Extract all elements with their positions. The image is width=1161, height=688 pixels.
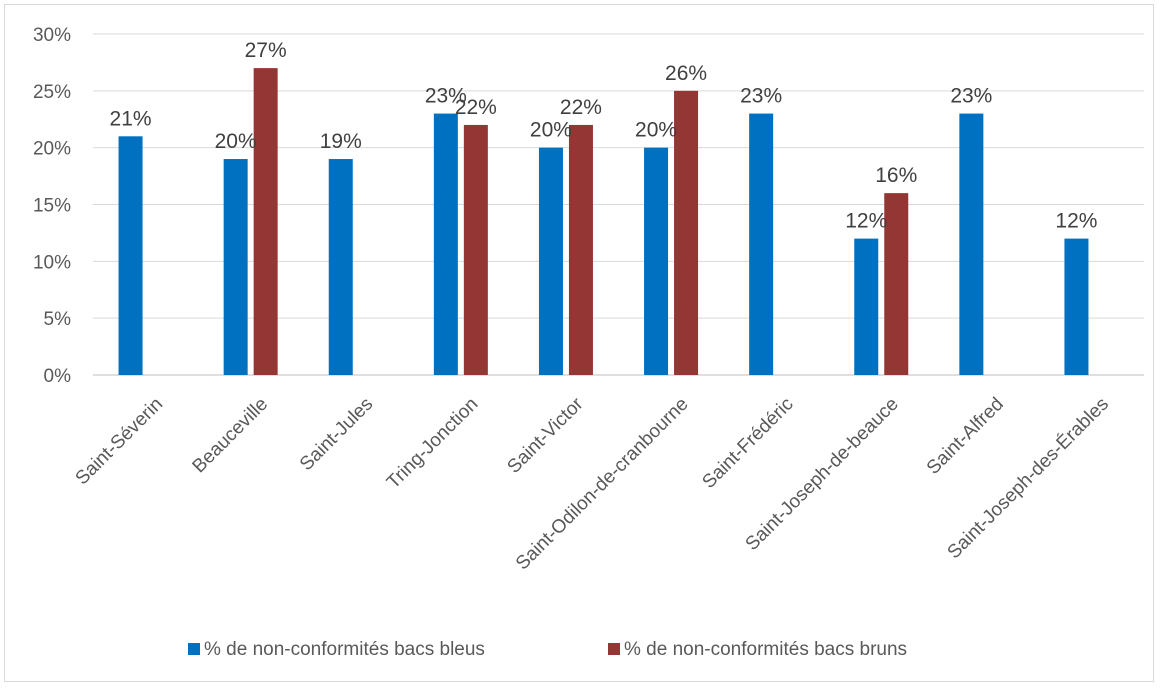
y-tick-label: 30% <box>33 25 71 46</box>
legend: % de non-conformités bacs bleus % de non-… <box>188 639 907 660</box>
bar-bacs-bruns <box>674 90 699 375</box>
chart-area: 0% 5% 10% 15% 20% 25% 30% 21% 20% 27% 19% 23% 22% 20… <box>4 4 1154 682</box>
data-label: 23% <box>740 85 782 108</box>
bar-bacs-bleus <box>959 113 984 376</box>
data-label: 21% <box>110 107 152 130</box>
x-axis-category-labels: Saint-Séverin Beauceville Saint-Jules Tring… <box>72 393 1113 574</box>
y-axis-tick-labels: 0% 5% 10% 15% 20% 25% 30% <box>33 25 71 387</box>
bar-bacs-bleus <box>1064 238 1089 375</box>
data-label: 20% <box>530 119 572 142</box>
bars <box>118 68 1089 376</box>
x-category-label: Saint-Victor <box>503 393 588 478</box>
bar-bacs-bruns <box>568 124 593 375</box>
x-category-label: Saint-Alfred <box>923 394 1008 479</box>
bar-bacs-bruns <box>884 193 909 375</box>
data-label: 23% <box>950 85 992 108</box>
data-label: 12% <box>1055 210 1097 233</box>
data-label: 16% <box>875 164 917 187</box>
y-tick-label: 5% <box>44 309 72 330</box>
legend-label: % de non-conformités bacs bruns <box>624 639 907 660</box>
legend-label: % de non-conformités bacs bleus <box>204 639 485 660</box>
y-tick-label: 15% <box>33 196 71 217</box>
data-label: 20% <box>215 130 257 153</box>
bar-bacs-bleus <box>328 159 353 375</box>
data-label: 12% <box>845 210 887 233</box>
data-label: 27% <box>245 39 287 62</box>
y-tick-label: 10% <box>33 252 71 273</box>
bar-bacs-bleus <box>118 136 143 375</box>
data-labels: 21%20%27%19%23%22%20%22%20%26%23%12%16%2… <box>110 39 1098 233</box>
bar-chart: 0%5%10%15%20%25%30% 21%20%27%19%23%22%20… <box>33 25 1144 660</box>
x-category-label: Saint-Séverin <box>72 394 168 490</box>
y-tick-label: 20% <box>33 139 71 160</box>
x-category-label: Beauceville <box>189 394 273 478</box>
x-category-label: Saint-Jules <box>296 394 377 475</box>
bar-bacs-bleus <box>433 113 458 376</box>
bar-bacs-bruns <box>463 124 488 375</box>
legend-swatch <box>188 643 200 655</box>
legend-swatch <box>608 643 620 655</box>
bar-bacs-bruns <box>253 68 278 375</box>
x-category-label: Tring-Jonction <box>383 394 482 493</box>
bar-bacs-bleus <box>749 113 774 376</box>
x-category-label: Saint-Frédéric <box>698 394 797 493</box>
data-label: 19% <box>320 130 362 153</box>
data-label: 22% <box>455 96 497 119</box>
bar-bacs-bleus <box>644 147 669 375</box>
x-category-label: Saint-Odilon-de-cranbourne <box>512 394 693 575</box>
data-label: 26% <box>665 62 707 85</box>
data-label: 22% <box>560 96 602 119</box>
bar-bacs-bleus <box>223 159 248 375</box>
bar-bacs-bleus <box>538 147 563 375</box>
y-tick-label: 0% <box>44 366 72 387</box>
data-label: 20% <box>635 119 677 142</box>
y-tick-label: 25% <box>33 82 71 103</box>
bar-bacs-bleus <box>854 238 879 375</box>
data-label: 23% <box>425 85 467 108</box>
